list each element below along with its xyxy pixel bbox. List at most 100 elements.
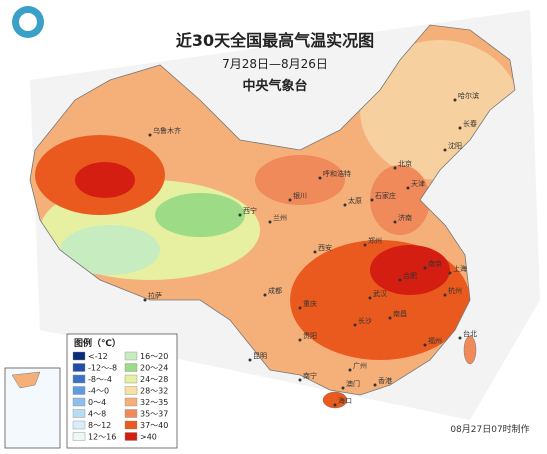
legend-swatch bbox=[124, 397, 138, 407]
city-dot bbox=[443, 293, 447, 297]
city-dot bbox=[398, 278, 402, 282]
city-dot bbox=[393, 220, 397, 224]
city-dot bbox=[288, 198, 292, 202]
legend-swatch bbox=[124, 374, 138, 384]
legend-swatch bbox=[124, 386, 138, 395]
city-label: 天津 bbox=[411, 180, 425, 188]
city-dot bbox=[238, 213, 242, 217]
legend-label: 12～16 bbox=[88, 433, 116, 442]
city-label: 西宁 bbox=[243, 206, 257, 215]
city-dot bbox=[368, 296, 372, 300]
legend-swatch bbox=[72, 374, 86, 384]
legend-label: -4～0 bbox=[88, 387, 109, 396]
city-label: 呼和浩特 bbox=[323, 169, 351, 178]
city-dot bbox=[318, 176, 322, 180]
city-label: 澳门 bbox=[346, 379, 360, 388]
legend-label: -8～-4 bbox=[88, 375, 112, 384]
city-label: 太原 bbox=[348, 196, 362, 205]
legend-swatch bbox=[72, 432, 86, 441]
legend-label: 35～37 bbox=[140, 410, 168, 419]
city-dot bbox=[348, 368, 352, 372]
subtitle: 7月28日—8月26日 bbox=[222, 57, 328, 71]
city-dot bbox=[423, 343, 427, 347]
city-dot bbox=[343, 203, 347, 207]
city-label: 广州 bbox=[353, 361, 367, 370]
city-dot bbox=[143, 298, 147, 302]
legend-swatch bbox=[124, 363, 138, 372]
legend-label: -12～-8 bbox=[88, 364, 117, 373]
city-dot bbox=[298, 378, 302, 382]
legend-label: >40 bbox=[140, 433, 157, 442]
city-label: 银川 bbox=[293, 191, 307, 200]
city-dot bbox=[298, 338, 302, 342]
city-dot bbox=[406, 186, 410, 190]
legend-label: 32～35 bbox=[140, 398, 168, 407]
city-label: 昆明 bbox=[253, 352, 267, 360]
city-label: 台北 bbox=[463, 329, 477, 338]
city-label: 长春 bbox=[463, 119, 477, 128]
city-dot bbox=[263, 293, 267, 297]
city-label: 海口 bbox=[338, 396, 352, 405]
agency: 中央气象台 bbox=[242, 78, 307, 94]
legend-label: <-12 bbox=[88, 352, 108, 361]
legend-label: 28～32 bbox=[140, 387, 168, 396]
legend-swatch bbox=[72, 351, 86, 361]
legend-label: 37～40 bbox=[140, 421, 168, 430]
city-dot bbox=[313, 250, 317, 254]
title: 近30天全国最高气温实况图 bbox=[176, 31, 374, 50]
city-dot bbox=[423, 266, 427, 270]
city-label: 合肥 bbox=[403, 271, 417, 280]
city-label: 济南 bbox=[398, 213, 412, 222]
legend-swatch bbox=[72, 397, 86, 407]
city-dot bbox=[353, 323, 357, 327]
city-label: 郑州 bbox=[368, 237, 382, 245]
city-label: 石家庄 bbox=[375, 191, 396, 200]
legend-swatch bbox=[72, 409, 86, 418]
city-dot bbox=[248, 358, 252, 362]
legend-label: 0～4 bbox=[88, 398, 106, 407]
city-label: 乌鲁木齐 bbox=[153, 126, 181, 135]
city-label: 北京 bbox=[398, 159, 412, 168]
city-dot bbox=[453, 98, 457, 102]
city-label: 贵阳 bbox=[303, 331, 317, 340]
city-label: 西安 bbox=[318, 243, 332, 252]
legend-label: 24～28 bbox=[140, 375, 168, 384]
legend-label: 4～8 bbox=[88, 410, 106, 419]
city-dot bbox=[373, 383, 377, 387]
city-label: 拉萨 bbox=[148, 291, 162, 300]
city-label: 兰州 bbox=[273, 213, 287, 222]
city-label: 南京 bbox=[428, 259, 442, 268]
legend-swatch bbox=[72, 420, 86, 430]
city-dot bbox=[370, 198, 374, 202]
legend: 图例（℃） <-12 -12～-8 -8～-4 -4～0 0～4 4～8 8～12 12～16… bbox=[66, 333, 178, 449]
legend-swatch bbox=[72, 386, 86, 395]
legend-swatch bbox=[124, 409, 138, 418]
city-label: 香港 bbox=[378, 376, 392, 385]
city-label: 杭州 bbox=[448, 286, 462, 295]
city-label: 长沙 bbox=[358, 316, 372, 325]
legend-swatch bbox=[124, 420, 138, 430]
city-label: 上海 bbox=[453, 264, 467, 273]
legend-label: 8～12 bbox=[88, 421, 111, 430]
city-dot bbox=[333, 403, 337, 407]
legend-label: 20～24 bbox=[140, 364, 168, 373]
legend-title: 图例（℃） bbox=[74, 337, 121, 349]
city-dot bbox=[388, 316, 392, 320]
city-dot bbox=[443, 148, 447, 152]
city-label: 福州 bbox=[428, 336, 442, 345]
city-dot bbox=[363, 243, 367, 247]
hainan bbox=[322, 391, 348, 409]
city-dot bbox=[268, 220, 272, 224]
taiwan bbox=[463, 335, 477, 365]
city-dot bbox=[341, 386, 345, 390]
city-label: 哈尔滨 bbox=[458, 91, 479, 100]
city-label: 武汉 bbox=[373, 289, 387, 298]
legend-box bbox=[66, 333, 178, 449]
city-dot bbox=[393, 166, 397, 170]
city-label: 重庆 bbox=[303, 299, 317, 308]
city-dot bbox=[448, 271, 452, 275]
footer: 08月27日07时制作 bbox=[450, 423, 529, 435]
legend-swatch bbox=[124, 432, 138, 441]
